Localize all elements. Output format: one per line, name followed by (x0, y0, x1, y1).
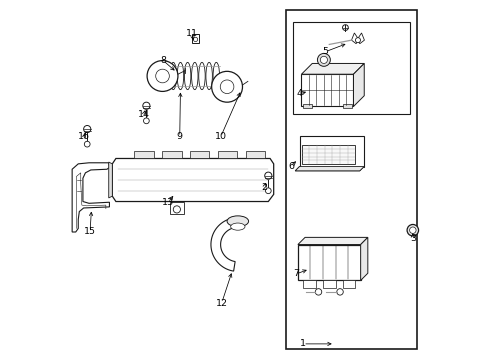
Text: 9: 9 (177, 132, 183, 141)
Circle shape (407, 225, 418, 236)
Ellipse shape (227, 216, 248, 226)
Polygon shape (295, 167, 364, 171)
Polygon shape (162, 151, 181, 158)
Bar (192, 34, 199, 43)
Polygon shape (301, 74, 353, 107)
Text: 3: 3 (410, 234, 416, 243)
Polygon shape (295, 167, 364, 171)
Polygon shape (298, 244, 361, 280)
Text: 1: 1 (300, 339, 306, 348)
Circle shape (156, 69, 170, 83)
Polygon shape (245, 151, 266, 158)
Circle shape (355, 38, 361, 42)
Text: 5: 5 (323, 47, 329, 56)
Polygon shape (134, 151, 153, 158)
Polygon shape (351, 33, 358, 44)
Circle shape (143, 102, 150, 109)
Polygon shape (303, 280, 316, 288)
Circle shape (318, 53, 330, 66)
Circle shape (144, 118, 149, 124)
Circle shape (220, 80, 234, 94)
Circle shape (84, 141, 90, 147)
Circle shape (147, 60, 178, 91)
Bar (294, 22, 410, 114)
Polygon shape (343, 280, 355, 288)
Polygon shape (72, 163, 109, 232)
Text: 8: 8 (160, 56, 166, 65)
Circle shape (212, 71, 243, 102)
Circle shape (265, 172, 272, 179)
Circle shape (315, 289, 322, 295)
Polygon shape (190, 151, 210, 158)
Polygon shape (358, 33, 365, 44)
Text: 15: 15 (84, 227, 96, 236)
Polygon shape (343, 104, 351, 108)
Polygon shape (109, 162, 112, 198)
Text: 10: 10 (215, 132, 226, 141)
Text: 11: 11 (186, 29, 198, 38)
Circle shape (173, 206, 180, 213)
Bar (302, 145, 355, 165)
Text: 13: 13 (162, 198, 174, 207)
Polygon shape (299, 136, 364, 167)
Polygon shape (218, 151, 238, 158)
Polygon shape (303, 104, 312, 108)
Circle shape (337, 289, 343, 295)
Text: 6: 6 (288, 162, 294, 171)
Text: 16: 16 (78, 132, 90, 141)
Bar (286, 10, 417, 348)
Text: 14: 14 (138, 110, 150, 119)
Circle shape (84, 126, 91, 133)
Polygon shape (361, 237, 368, 280)
Circle shape (266, 188, 271, 194)
Ellipse shape (231, 223, 245, 230)
Text: 12: 12 (216, 298, 228, 307)
Polygon shape (112, 158, 274, 202)
Polygon shape (211, 218, 235, 271)
Polygon shape (170, 202, 184, 214)
Circle shape (410, 227, 416, 233)
Circle shape (194, 37, 197, 41)
Circle shape (343, 25, 348, 31)
Text: 4: 4 (296, 89, 302, 98)
Text: 7: 7 (294, 269, 299, 278)
Text: 2: 2 (261, 183, 268, 192)
Polygon shape (353, 63, 364, 107)
Polygon shape (301, 63, 364, 74)
Circle shape (320, 56, 327, 63)
Polygon shape (323, 280, 336, 288)
Polygon shape (298, 237, 368, 244)
